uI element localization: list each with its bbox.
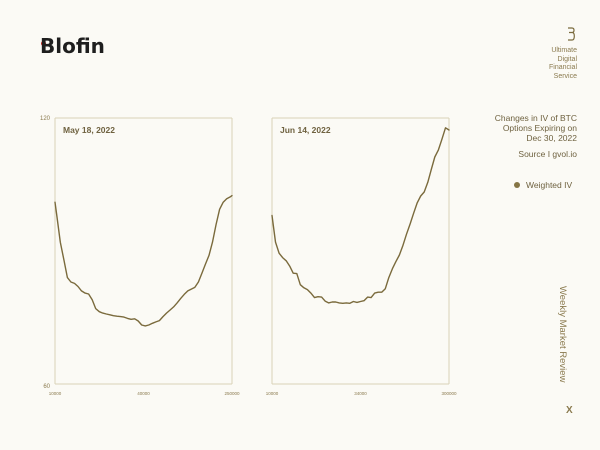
x-tick-label: 10000 bbox=[49, 391, 62, 396]
data-source: Source I gvol.io bbox=[518, 149, 577, 159]
description-line: Changes in IV of BTC bbox=[494, 113, 577, 123]
chart-description: Changes in IV of BTC Options Expiring on… bbox=[467, 113, 577, 143]
blofin-logo: Blofin bbox=[40, 34, 105, 58]
x-tick-label: 34000 bbox=[354, 391, 367, 396]
brand-tagline: Ultimate Digital Financial Service bbox=[497, 47, 577, 81]
weighted-iv-line bbox=[271, 127, 450, 304]
chart-title: Jun 14, 2022 bbox=[280, 125, 331, 135]
x-tick-label: 10000 bbox=[266, 391, 279, 396]
weighted-iv-line bbox=[54, 194, 233, 327]
legend-label: Weighted IV bbox=[526, 180, 573, 190]
tagline-line: Service bbox=[553, 72, 577, 80]
x-tick-label: 250000 bbox=[224, 391, 240, 396]
chart-title: May 18, 2022 bbox=[63, 125, 115, 135]
close-icon[interactable]: X bbox=[566, 405, 573, 416]
logo-accent-dot bbox=[41, 41, 46, 46]
y-tick-label: 60 bbox=[43, 384, 50, 390]
legend-marker-icon bbox=[514, 182, 520, 188]
x-tick-label: 40000 bbox=[137, 391, 150, 396]
x-tick-label: 300000 bbox=[441, 391, 457, 396]
chart-legend: Weighted IV bbox=[514, 180, 572, 190]
y-tick-label: 120 bbox=[40, 116, 51, 122]
description-line: Options Expiring on bbox=[502, 123, 577, 133]
tagline-line: Ultimate bbox=[551, 47, 577, 54]
tagline-line: Digital bbox=[557, 55, 577, 63]
description-line: Dec 30, 2022 bbox=[526, 133, 577, 143]
tagline-line: Financial bbox=[548, 64, 577, 71]
brand-mark-icon bbox=[568, 27, 575, 41]
